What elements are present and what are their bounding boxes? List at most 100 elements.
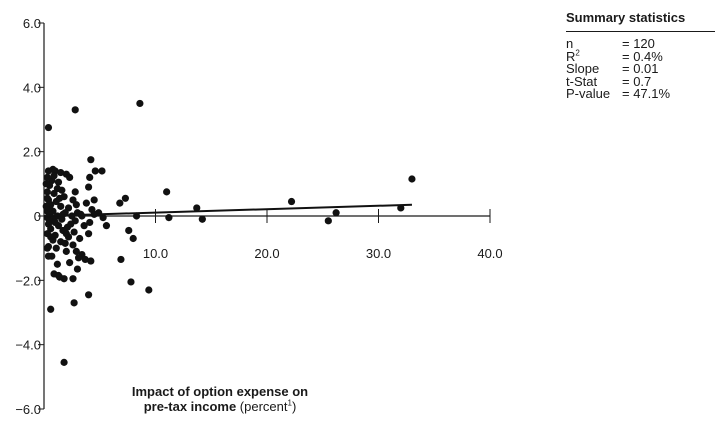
data-point	[43, 188, 51, 196]
x-tick-label: 20.0	[254, 246, 279, 261]
stat-row: n = 120	[566, 36, 715, 51]
data-point	[69, 275, 77, 283]
y-tick-label: 4.0	[23, 80, 41, 95]
x-tick-label: 40.0	[477, 246, 502, 261]
x-axis-label-line2: pre-tax income	[143, 399, 237, 414]
data-point	[58, 186, 66, 194]
summary-statistics-panel: Summary statistics n = 120 R2 = 0.4% Slope = …	[566, 10, 715, 101]
stat-value: = 120	[622, 36, 655, 51]
data-point	[52, 244, 60, 252]
data-point	[71, 106, 79, 114]
data-point	[50, 172, 58, 180]
stat-row: R2 = 0.4%	[566, 48, 715, 64]
data-point	[43, 194, 51, 202]
data-point	[81, 255, 89, 264]
data-point	[61, 239, 69, 247]
data-point	[397, 204, 405, 212]
data-point	[66, 173, 74, 181]
summary-statistics-title: Summary statistics	[566, 10, 715, 32]
data-point	[145, 286, 153, 294]
x-tick-label: 30.0	[366, 246, 391, 261]
stat-value: = 0.7	[622, 73, 652, 89]
data-point	[98, 167, 106, 175]
data-point	[85, 183, 93, 191]
y-tick-label: −2.0	[15, 273, 41, 288]
data-point	[70, 299, 78, 307]
x-axis-label-close: )	[291, 399, 297, 414]
data-point	[70, 228, 78, 236]
data-point	[44, 252, 53, 260]
stat-key: R2	[566, 48, 580, 64]
stat-key-superscript: 2	[575, 48, 580, 58]
summary-statistics-rows: n = 120 R2 = 0.4% Slope = 0.01 t-Stat = 0.7 P-va…	[566, 36, 715, 101]
data-point	[332, 209, 340, 217]
data-point	[62, 230, 70, 238]
stat-row: Slope = 0.01	[566, 61, 715, 76]
data-point	[54, 178, 63, 186]
stat-row: P-value = 47.1%	[566, 86, 715, 101]
data-point	[198, 215, 206, 223]
data-point	[87, 257, 95, 265]
stat-key: Slope	[566, 61, 600, 76]
data-point	[86, 173, 94, 181]
data-point	[287, 197, 296, 206]
stat-key: P-value	[566, 86, 611, 101]
data-point	[56, 273, 64, 281]
y-tick-label: 6.0	[23, 16, 41, 31]
data-point	[116, 199, 124, 207]
data-point	[99, 214, 107, 222]
data-point	[82, 199, 90, 207]
y-tick-label: 0	[34, 209, 41, 224]
data-point	[87, 156, 95, 164]
y-tick-label: −4.0	[15, 338, 41, 353]
data-point	[47, 233, 55, 241]
data-point	[102, 222, 111, 230]
data-point	[125, 226, 133, 235]
stat-key: n	[566, 36, 574, 51]
data-point	[66, 259, 74, 267]
data-point	[53, 260, 61, 268]
stat-value: = 0.4%	[622, 48, 663, 64]
data-point	[62, 247, 70, 255]
data-point	[47, 305, 55, 313]
x-axis-footnote-marker: 1	[287, 398, 292, 408]
x-tick-label: 10.0	[143, 246, 168, 261]
data-point	[91, 167, 99, 175]
trend-line-group	[43, 203, 412, 217]
stat-key: t-Stat	[566, 73, 598, 89]
data-point	[43, 244, 51, 252]
x-axis-label-line1: Impact of option expense on	[131, 384, 309, 399]
stat-value: = 47.1%	[622, 86, 671, 101]
data-point	[51, 218, 59, 227]
data-point	[80, 222, 88, 230]
stat-row: t-Stat = 0.7	[566, 73, 715, 89]
data-point	[324, 217, 332, 225]
data-point	[76, 234, 84, 243]
scatter-chart: 6.0 4.0 2.0 0 −2.0 −4.0 −6.0 10.0 20.0 30.0 40.0	[15, 16, 502, 417]
data-point	[127, 278, 135, 286]
data-point	[50, 270, 58, 278]
data-point	[163, 188, 171, 196]
data-point	[42, 202, 50, 210]
data-point	[60, 358, 68, 366]
x-axis-label: Impact of option expense on pre-tax inco…	[110, 384, 330, 414]
tick-labels: 6.0 4.0 2.0 0 −2.0 −4.0 −6.0 10.0 20.0 30.0 40.0	[15, 16, 502, 417]
data-point	[74, 254, 83, 262]
data-point	[72, 247, 80, 255]
data-point	[136, 99, 144, 108]
data-point	[56, 194, 64, 202]
data-point	[193, 204, 201, 212]
data-point	[121, 194, 129, 202]
y-tick-label: −6.0	[15, 402, 41, 417]
data-points	[42, 99, 416, 366]
data-point	[69, 241, 77, 249]
data-point	[90, 196, 98, 204]
y-tick-label: 2.0	[23, 145, 41, 160]
data-point	[71, 188, 79, 196]
stat-value: = 0.01	[622, 61, 659, 76]
data-point	[57, 202, 65, 210]
data-point	[44, 123, 53, 132]
data-point	[57, 168, 65, 177]
data-point	[73, 265, 82, 273]
data-point	[85, 291, 93, 299]
